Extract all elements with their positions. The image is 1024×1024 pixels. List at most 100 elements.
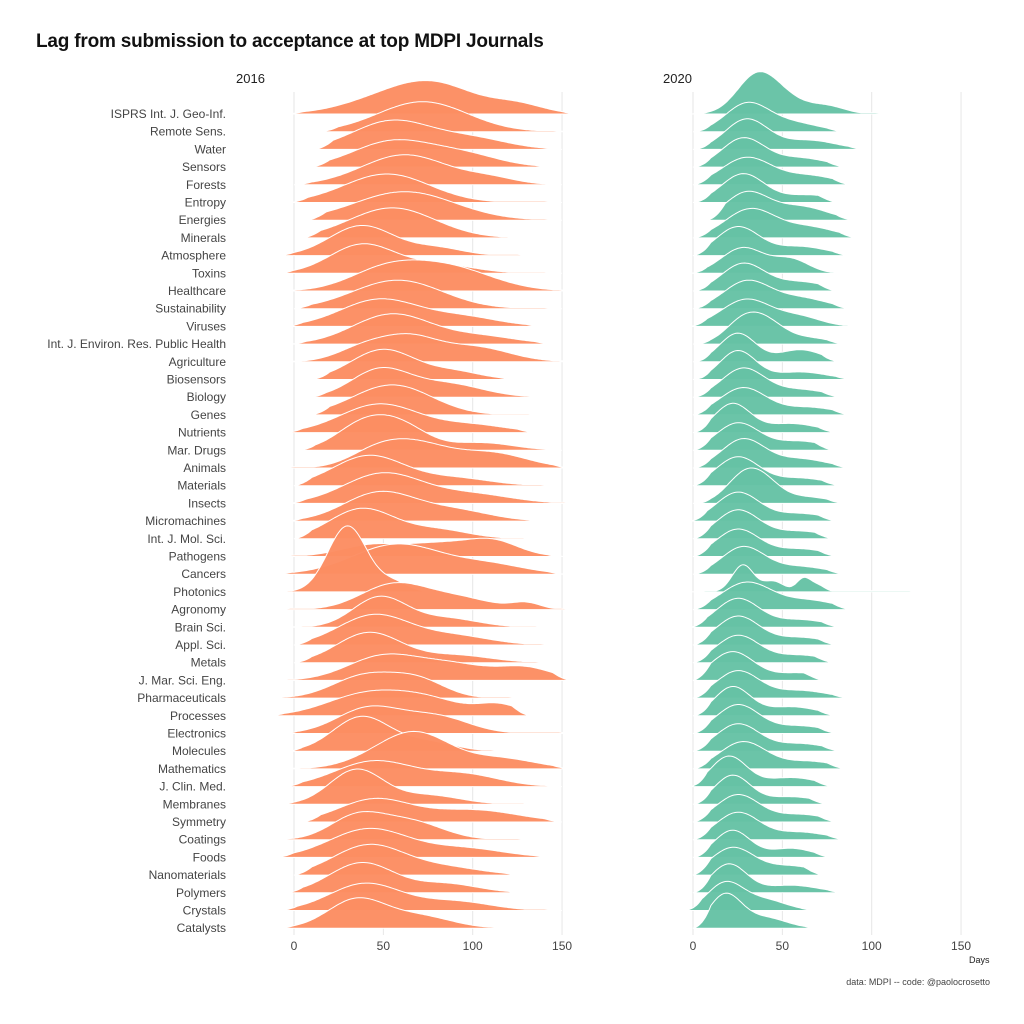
chart-title: Lag from submission to acceptance at top… <box>36 31 544 52</box>
journal-label: Mathematics <box>158 762 226 776</box>
journal-label: Forests <box>186 178 226 192</box>
journal-label: Water <box>194 142 226 156</box>
ridge-2020 <box>692 456 840 487</box>
journal-label: Nutrients <box>178 426 226 440</box>
ridge-2016 <box>293 631 554 664</box>
ridge-2020 <box>689 71 894 115</box>
ridge-2016 <box>308 367 545 398</box>
x-tick-2020-100: 100 <box>862 939 882 953</box>
journal-label: Metals <box>191 656 226 670</box>
x-tick-2020-50: 50 <box>776 939 790 953</box>
journal-label: Foods <box>193 850 226 864</box>
x-tick-2016-150: 150 <box>552 939 572 953</box>
journal-label: Photonics <box>173 585 226 599</box>
journal-label: J. Mar. Sci. Eng. <box>139 673 226 687</box>
journal-label: Insects <box>188 496 226 510</box>
ridge-2016 <box>272 582 580 611</box>
journal-label: Atmosphere <box>161 249 226 263</box>
journal-label: Agriculture <box>169 355 227 369</box>
ridge-2020 <box>689 246 851 274</box>
x-tick-2020-0: 0 <box>690 939 697 953</box>
ridge-2016 <box>293 279 563 310</box>
panel-label-2020: 2020 <box>663 71 692 86</box>
ridge-2016 <box>311 139 554 168</box>
journal-label: Symmetry <box>172 815 226 829</box>
journal-label: Brain Sci. <box>175 620 226 634</box>
journal-label: Energies <box>179 213 226 227</box>
ridge-2016 <box>267 671 527 699</box>
ridge-2016 <box>285 862 527 894</box>
journal-label: Processes <box>170 709 226 723</box>
ridge-2016 <box>276 897 509 929</box>
ridge-2016 <box>276 225 536 257</box>
ridge-2020 <box>692 279 851 310</box>
journal-label: Polymers <box>176 886 226 900</box>
ridge-2020 <box>692 137 845 168</box>
journal-label: Minerals <box>181 231 226 245</box>
x-tick-2016-0: 0 <box>291 939 298 953</box>
journal-label: Genes <box>191 408 226 422</box>
journal-label: Viruses <box>186 319 226 333</box>
ridge-2020 <box>692 892 822 929</box>
journal-label: Healthcare <box>168 284 226 298</box>
ridge-2020 <box>692 651 822 681</box>
journal-label: ISPRS Int. J. Geo-Inf. <box>111 107 226 121</box>
journal-label: Biology <box>187 390 226 404</box>
journal-label: Coatings <box>179 833 226 847</box>
ridge-2016 <box>311 348 518 380</box>
density-ridges <box>267 71 926 929</box>
journal-label: Nanomaterials <box>149 868 226 882</box>
ridge-2016 <box>276 827 554 858</box>
journal-label: Cancers <box>181 567 226 581</box>
ridge-2016 <box>315 119 563 150</box>
journal-label: Sustainability <box>155 302 226 316</box>
ridge-2016 <box>285 298 545 327</box>
ridge-2020 <box>692 262 837 292</box>
journal-label: Int. J. Mol. Sci. <box>147 532 226 546</box>
journal-label: Entropy <box>185 196 226 210</box>
x-tick-2020-150: 150 <box>951 939 971 953</box>
ridge-2016 <box>285 595 554 628</box>
ridge-2016 <box>279 259 577 292</box>
x-axis-ticks: 0 50 100 150 0 50 100 150 <box>291 939 972 953</box>
journal-label: Electronics <box>167 727 226 741</box>
ridge-2016 <box>297 414 563 451</box>
ridge-2020 <box>692 422 833 451</box>
ridge-2020 <box>692 723 840 752</box>
journal-label: Membranes <box>163 797 226 811</box>
ridge-2020 <box>692 367 840 398</box>
journal-label: Crystals <box>183 904 226 918</box>
journal-label: Appl. Sci. <box>175 638 226 652</box>
ridge-2020 <box>692 545 845 575</box>
ridge-2016 <box>267 689 531 717</box>
journal-label: Molecules <box>172 744 226 758</box>
journal-label: Mar. Drugs <box>167 443 226 457</box>
x-tick-2016-100: 100 <box>463 939 483 953</box>
ridge-2016 <box>285 730 572 770</box>
ridge-2016 <box>272 810 536 841</box>
ridge-2020 <box>692 173 837 203</box>
journal-label: Remote Sens. <box>150 125 226 139</box>
ridge-2016 <box>276 768 541 805</box>
ridge-2020 <box>692 101 845 133</box>
x-axis-label: Days <box>969 955 990 965</box>
journal-label: Toxins <box>192 266 226 280</box>
journal-label: Materials <box>177 479 226 493</box>
panel-label-2016: 2016 <box>236 71 265 86</box>
journal-label: Micromachines <box>145 514 226 528</box>
journal-label: Sensors <box>182 160 226 174</box>
caption: data: MDPI -- code: @paolocrosetto <box>846 977 990 987</box>
journal-label: Catalysts <box>177 921 226 935</box>
journal-label: J. Clin. Med. <box>159 780 226 794</box>
ridge-2016 <box>288 313 554 345</box>
journal-label: Pathogens <box>169 550 226 564</box>
journal-label: Agronomy <box>171 603 226 617</box>
ridge-2020 <box>689 298 863 327</box>
ridge-2016 <box>285 715 509 752</box>
journal-label: Int. J. Environ. Res. Public Health <box>47 337 226 351</box>
ridge-2020 <box>692 774 828 805</box>
ridge-2016 <box>272 653 572 681</box>
ridge-2020 <box>692 528 837 557</box>
journal-label: Biosensors <box>167 373 226 387</box>
